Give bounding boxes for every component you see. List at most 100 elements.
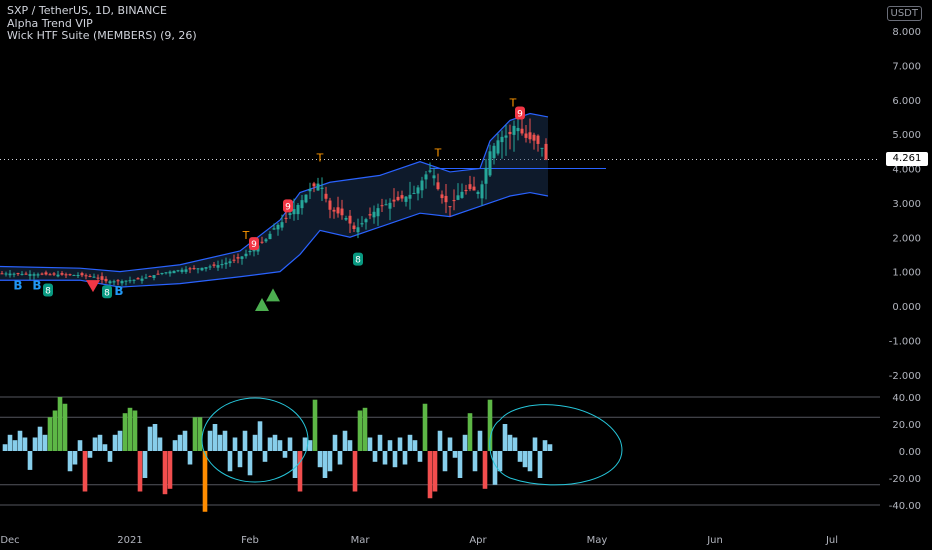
time-tick-label: Feb: [241, 535, 259, 546]
candle-body: [464, 190, 468, 192]
oscillator-bar: [257, 421, 263, 451]
candle-body: [112, 281, 116, 283]
oscillator-bar: [322, 451, 328, 478]
oscillator-bar: [372, 451, 378, 462]
candle-body: [272, 228, 276, 230]
annotation-ellipse: [201, 397, 309, 483]
oscillator-bar: [232, 437, 238, 451]
count-badge-label: 9: [285, 202, 291, 212]
price-tick-label: 2.000: [892, 233, 921, 244]
oscillator-bar: [312, 399, 318, 451]
candle-body: [168, 271, 172, 274]
oscillator-bar: [132, 410, 138, 451]
candle-body: [476, 191, 480, 194]
candle-body: [452, 200, 456, 202]
oscillator-bar: [447, 437, 453, 451]
oscillator-bar: [12, 440, 18, 451]
last-price-tag: 4.261: [886, 152, 928, 166]
oscillator-bar: [252, 434, 258, 451]
candle-body: [260, 241, 264, 243]
candle-body: [52, 273, 56, 275]
oscillator-bar: [497, 451, 503, 472]
oscillator-bar: [502, 424, 508, 451]
candle-body: [388, 202, 392, 209]
candle-body: [344, 218, 348, 220]
candle-body: [532, 134, 536, 141]
price-tick-label: 7.000: [892, 61, 921, 72]
candle-body: [32, 274, 36, 276]
oscillator-bar: [197, 417, 203, 451]
candle-body: [364, 219, 368, 223]
oscillator-bar: [297, 451, 303, 492]
candle-body: [180, 269, 184, 272]
oscillator-bar: [82, 451, 88, 492]
oscillator-bar: [507, 434, 513, 451]
chart-legend: SXP / TetherUS, 1D, BINANCE Alpha Trend …: [7, 4, 197, 43]
oscillator-bar: [102, 444, 108, 451]
oscillator-bar: [267, 437, 273, 451]
candle-body: [528, 132, 532, 140]
candle-body: [204, 267, 208, 269]
candle-body: [4, 273, 8, 275]
candle-body: [248, 251, 252, 253]
candle-body: [64, 274, 68, 276]
candle-body: [516, 127, 520, 132]
candle-body: [156, 273, 160, 275]
oscillator-bar: [452, 451, 458, 458]
oscillator-bar: [522, 451, 528, 468]
time-tick-label: Mar: [351, 535, 371, 546]
candle-body: [304, 194, 308, 203]
oscillator-bar: [412, 440, 418, 451]
candle-body: [440, 194, 444, 199]
candle-body: [300, 200, 304, 209]
candle-body: [144, 277, 148, 279]
price-tick-label: -1.000: [889, 336, 921, 347]
oscillator-bar: [487, 399, 493, 451]
count-badge-label: 8: [355, 256, 361, 266]
candle-body: [536, 135, 540, 144]
candle-body: [268, 233, 272, 240]
candle-body: [140, 278, 144, 281]
band-upper-line: [0, 112, 549, 273]
symbol-title[interactable]: SXP / TetherUS, 1D, BINANCE: [7, 4, 167, 17]
oscillator-bar: [142, 451, 148, 478]
candle-body: [504, 135, 508, 138]
candle-body: [276, 224, 280, 230]
oscillator-bar: [542, 440, 548, 451]
oscillator-bar: [62, 403, 68, 451]
oscillator-bar: [52, 410, 58, 451]
candle-body: [72, 274, 76, 276]
oscillator-bar: [352, 451, 358, 492]
oscillator-bar: [347, 440, 353, 451]
indicator-wick-htf[interactable]: Wick HTF Suite (MEMBERS) (9, 26): [7, 29, 197, 42]
currency-button[interactable]: USDT: [886, 6, 922, 21]
oscillator-bar: [177, 434, 183, 451]
candle-body: [544, 143, 548, 160]
candle-body: [280, 222, 284, 228]
candle-body: [484, 167, 488, 184]
indicator-alpha-trend[interactable]: Alpha Trend VIP: [7, 16, 93, 30]
count-badge: [515, 106, 525, 120]
buy-signal-label: B: [114, 284, 123, 298]
candle-body: [444, 195, 448, 203]
candle-body: [296, 204, 300, 215]
candle-body: [68, 274, 72, 276]
oscillator-bar: [112, 434, 118, 451]
oscillator-bar: [327, 451, 333, 472]
candle-body: [384, 204, 388, 206]
candle-body: [492, 145, 496, 159]
candle-body: [408, 194, 412, 199]
oscillator-bar: [202, 451, 208, 512]
price-tick-label: 4.000: [892, 165, 921, 176]
candle-body: [20, 273, 24, 275]
candle-body: [152, 275, 156, 278]
oscillator-bar: [167, 451, 173, 489]
candle-body: [96, 277, 100, 279]
oscillator-bar: [272, 434, 278, 451]
oscillator-bar: [242, 430, 248, 451]
oscillator-bar: [317, 451, 323, 468]
oscillator-bar: [117, 430, 123, 451]
oscillator-bar: [477, 430, 483, 451]
top-signal-label: T: [509, 97, 517, 110]
